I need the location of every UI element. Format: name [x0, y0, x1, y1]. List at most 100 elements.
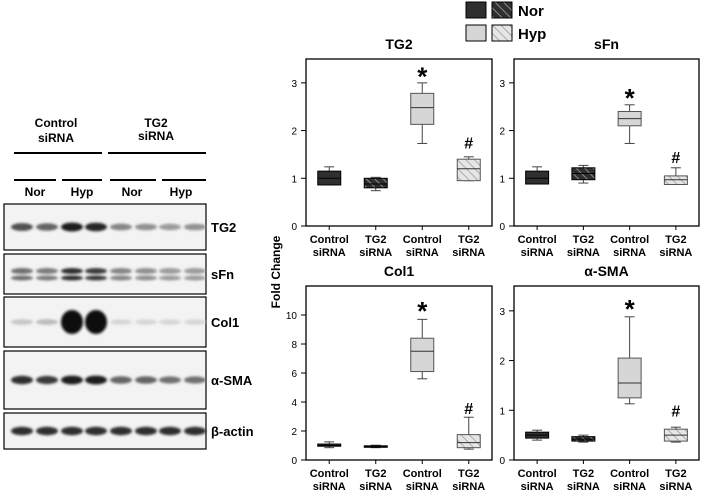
legend-nor-hatch-swatch	[491, 1, 513, 19]
blot-band	[85, 275, 107, 281]
box-2	[363, 176, 388, 192]
blot-subgroup-3: Nor	[122, 185, 143, 199]
blot-band	[135, 275, 157, 281]
box-plots: TG2 0 1 2 3 Control siRNA TG2 siRNA Control siRNA T…	[286, 36, 700, 492]
box-2	[571, 434, 596, 443]
y-tick-label: 3	[291, 79, 297, 90]
box-1	[317, 441, 342, 449]
chart-title: α-SMA	[584, 263, 628, 279]
blot-subgroup-4: Hyp	[170, 185, 193, 199]
blot-panels: TG2 sFn Col1 α-SMA β-actin	[3, 203, 254, 450]
blot-band	[110, 426, 132, 436]
blot-band	[159, 275, 181, 281]
blot-band	[135, 268, 157, 274]
blot-band	[184, 426, 206, 436]
blot-band	[184, 268, 206, 274]
blot-band	[36, 268, 58, 274]
y-tick-label: 10	[286, 311, 298, 322]
box-iqr	[456, 158, 481, 182]
box-iqr	[617, 357, 642, 399]
y-tick-label: 2	[499, 357, 505, 368]
y-axis-label: Fold Change	[269, 235, 283, 308]
blot-group-1-line1: Control	[35, 116, 78, 130]
x-tick-label: TG2 siRNA	[359, 234, 392, 259]
blot-band	[11, 275, 33, 281]
y-tick-label: 4	[291, 398, 297, 409]
blot-panel-frame	[3, 253, 207, 295]
y-tick-label: 2	[499, 127, 505, 138]
chart-2: sFn 0 1 2 3 Control siRNA TG2 siRNA Control siRNA T…	[499, 36, 700, 259]
blot-header: Control siRNA TG2 siRNA Nor Hyp Nor Hyp	[14, 116, 206, 199]
box-iqr	[410, 337, 435, 373]
blot-band	[61, 426, 83, 436]
blot-band	[110, 268, 132, 274]
box-1	[525, 166, 550, 185]
legend-hyp-solid-swatch	[465, 24, 487, 42]
significance-star: *	[625, 83, 636, 113]
chart-title: sFn	[594, 36, 619, 52]
significance-star: *	[417, 61, 428, 91]
blot-panel-5: β-actin	[3, 412, 254, 450]
blot-band	[135, 376, 157, 384]
y-tick-label: 3	[499, 79, 505, 90]
blot-subgroup-2: Hyp	[71, 185, 94, 199]
blot-band	[159, 426, 181, 436]
box-iqr	[456, 434, 481, 449]
blot-band	[11, 426, 33, 436]
blot-row-label: sFn	[211, 267, 234, 282]
blot-subgroup-1: Nor	[25, 185, 46, 199]
blot-group-2-line1: TG2	[144, 116, 168, 130]
x-tick-label: Control siRNA	[610, 234, 649, 259]
blot-group-2-line2: siRNA	[138, 129, 174, 143]
significance-hash: #	[464, 401, 473, 418]
x-tick-label: TG2 siRNA	[567, 468, 600, 492]
blot-band	[61, 268, 83, 274]
y-tick-label: 1	[499, 174, 505, 185]
blot-band	[135, 426, 157, 436]
x-tick-label: TG2 siRNA	[659, 468, 692, 492]
legend-hyp-hatch-swatch	[491, 24, 513, 42]
significance-hash: #	[671, 403, 680, 420]
blot-band	[184, 376, 206, 384]
blot-band	[61, 375, 83, 385]
blot-panel-2: sFn	[3, 253, 234, 295]
y-tick-label: 0	[499, 456, 505, 467]
plot-frame	[305, 285, 493, 461]
blot-band	[159, 223, 181, 231]
box-3	[410, 82, 435, 144]
legend-nor-solid-swatch	[465, 1, 487, 19]
box-1	[525, 429, 550, 441]
blot-group-1-line2: siRNA	[38, 131, 74, 145]
blot-band	[36, 375, 58, 385]
blot-band	[85, 426, 107, 436]
chart-title: Col1	[384, 263, 415, 279]
blot-row-label: α-SMA	[211, 373, 253, 388]
blot-band	[36, 223, 58, 231]
blot-row-label: Col1	[211, 315, 239, 330]
box-2	[363, 444, 388, 449]
blot-band	[85, 375, 107, 385]
x-tick-label: Control siRNA	[310, 234, 349, 259]
y-tick-label: 6	[291, 369, 297, 380]
blot-band	[85, 222, 107, 232]
blot-band	[36, 426, 58, 436]
legend: Nor Hyp	[465, 1, 546, 43]
blot-band	[36, 319, 58, 325]
blot-band	[184, 275, 206, 281]
box-1	[317, 166, 342, 186]
blot-band	[11, 223, 33, 231]
blot-panel-1: TG2	[3, 203, 236, 251]
blot-band	[85, 310, 107, 334]
x-tick-label: TG2 siRNA	[452, 468, 485, 492]
legend-nor-label: Nor	[518, 3, 544, 20]
box-4	[663, 426, 688, 443]
box-4	[456, 416, 481, 450]
x-tick-label: Control siRNA	[610, 468, 649, 492]
x-tick-label: Control siRNA	[310, 468, 349, 492]
blot-band	[61, 222, 83, 232]
significance-hash: #	[464, 136, 473, 153]
blot-band	[36, 275, 58, 281]
chart-title: TG2	[385, 36, 412, 52]
